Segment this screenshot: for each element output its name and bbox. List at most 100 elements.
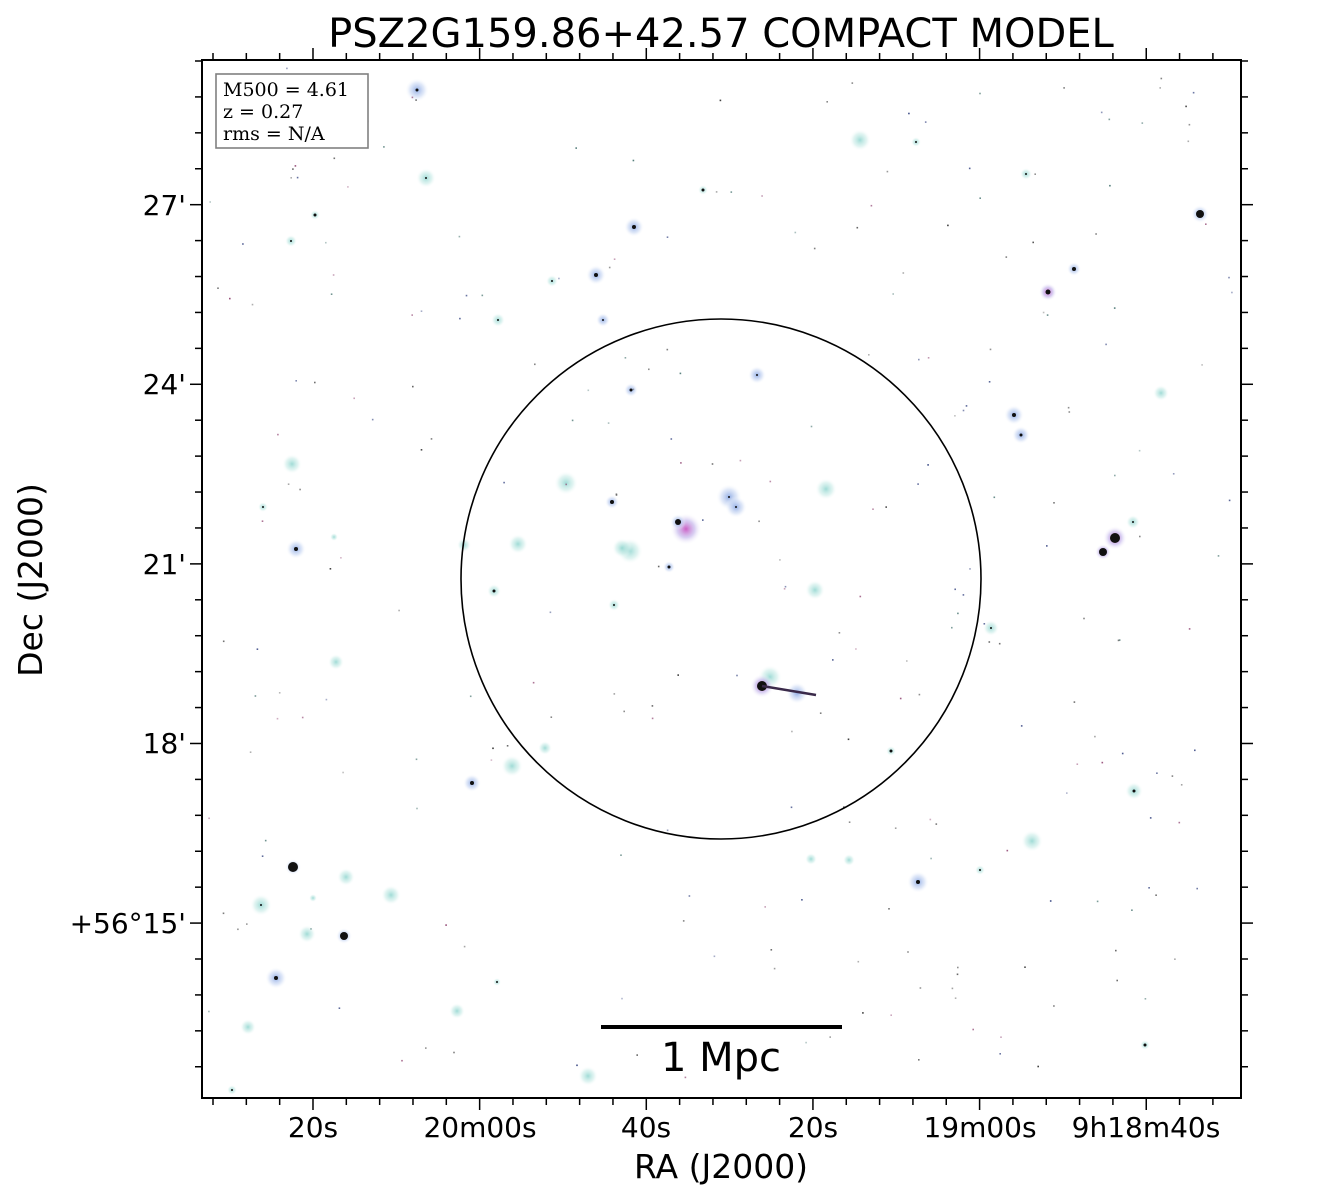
noise-speck — [636, 1054, 638, 1056]
noise-speck — [1053, 502, 1055, 504]
noise-speck — [607, 422, 610, 424]
noise-speck — [261, 855, 264, 857]
noise-speck — [954, 415, 956, 417]
noise-speck — [208, 1010, 210, 1013]
noise-speck — [1063, 87, 1065, 89]
noise-speck — [249, 751, 252, 753]
noise-speck — [506, 745, 509, 747]
noise-speck — [962, 409, 965, 412]
x-tick-label: 20s — [288, 1111, 338, 1144]
source-halo — [501, 755, 523, 777]
noise-speck — [998, 642, 1001, 645]
source-halo — [330, 533, 338, 541]
noise-speck — [890, 1014, 892, 1016]
source-core — [340, 932, 348, 940]
info-mass: M500 = 4.61 — [223, 79, 349, 101]
info-rms: rms = N/A — [223, 123, 325, 145]
noise-speck — [894, 827, 897, 829]
info-redshift: z = 0.27 — [223, 101, 303, 123]
noise-speck — [1121, 752, 1124, 755]
source-core — [632, 225, 636, 229]
noise-speck — [758, 520, 760, 523]
source-halo — [1021, 830, 1043, 852]
source-core — [497, 319, 499, 321]
source-core — [610, 500, 614, 504]
noise-speck — [1155, 894, 1157, 896]
noise-speck — [237, 928, 239, 931]
noise-speck — [677, 674, 679, 676]
noise-speck — [481, 294, 484, 297]
source-core — [288, 862, 298, 872]
source-core — [735, 506, 737, 508]
noise-speck — [310, 928, 312, 930]
noise-speck — [1046, 314, 1049, 316]
source-halo — [805, 853, 817, 865]
noise-speck — [632, 388, 635, 391]
source-halo — [554, 471, 578, 495]
noise-speck — [1118, 639, 1121, 641]
noise-speck — [420, 449, 423, 451]
noise-speck — [1172, 473, 1175, 475]
noise-speck — [623, 710, 625, 713]
source-core — [1110, 533, 1120, 543]
noise-speck — [764, 906, 766, 908]
source-core — [496, 981, 498, 983]
noise-speck — [1174, 958, 1176, 960]
noise-speck — [1034, 173, 1036, 175]
noise-speck — [1188, 123, 1191, 126]
noise-speck — [532, 681, 535, 684]
noise-speck — [420, 310, 423, 312]
noise-speck — [1141, 122, 1144, 124]
noise-speck — [1067, 406, 1070, 409]
scale-bar: 1 Mpc — [601, 1025, 842, 1081]
noise-speck — [684, 1076, 687, 1079]
noise-speck — [794, 231, 797, 234]
source-core — [1012, 413, 1016, 417]
noise-speck — [924, 121, 927, 123]
noise-speck — [711, 463, 714, 465]
noise-speck — [1194, 749, 1196, 752]
noise-speck — [1000, 1036, 1002, 1038]
noise-speck — [783, 588, 786, 590]
source-core — [470, 781, 474, 785]
noise-speck — [1113, 307, 1116, 309]
source-core — [1045, 289, 1051, 295]
source-core — [290, 240, 292, 242]
noise-speck — [1006, 849, 1009, 852]
noise-speck — [415, 758, 418, 761]
noise-speck — [415, 99, 417, 101]
y-tick-label: 27' — [143, 189, 186, 222]
y-tick-label: 18' — [143, 727, 186, 760]
noise-speck — [972, 1028, 974, 1031]
source-core — [1143, 1043, 1147, 1047]
source-core — [667, 565, 671, 569]
noise-speck — [988, 641, 991, 643]
noise-speck — [1160, 77, 1163, 80]
noise-speck — [209, 201, 211, 203]
noise-speck — [296, 176, 299, 179]
noise-speck — [979, 197, 981, 199]
noise-speck — [965, 405, 968, 407]
noise-speck — [217, 287, 219, 289]
source-halo — [298, 925, 316, 943]
noise-speck — [1109, 184, 1111, 187]
noise-speck — [1231, 291, 1233, 294]
noise-speck — [918, 358, 920, 361]
noise-speck — [1171, 775, 1174, 777]
source-tail — [761, 684, 817, 697]
source-core — [916, 880, 920, 884]
noise-speck — [885, 506, 887, 508]
source-core — [602, 319, 604, 321]
noise-speck — [1228, 499, 1231, 502]
noise-speck — [1228, 276, 1230, 279]
noise-speck — [813, 247, 816, 250]
source-halo — [612, 538, 632, 558]
noise-speck — [469, 695, 472, 698]
noise-speck — [347, 186, 349, 188]
noise-speck — [1205, 223, 1207, 225]
noise-speck — [401, 1059, 403, 1062]
source-halo — [381, 885, 401, 905]
noise-speck — [1096, 900, 1099, 903]
x-tick-label: 9h18m40s — [1072, 1111, 1221, 1144]
noise-speck — [1024, 966, 1026, 968]
